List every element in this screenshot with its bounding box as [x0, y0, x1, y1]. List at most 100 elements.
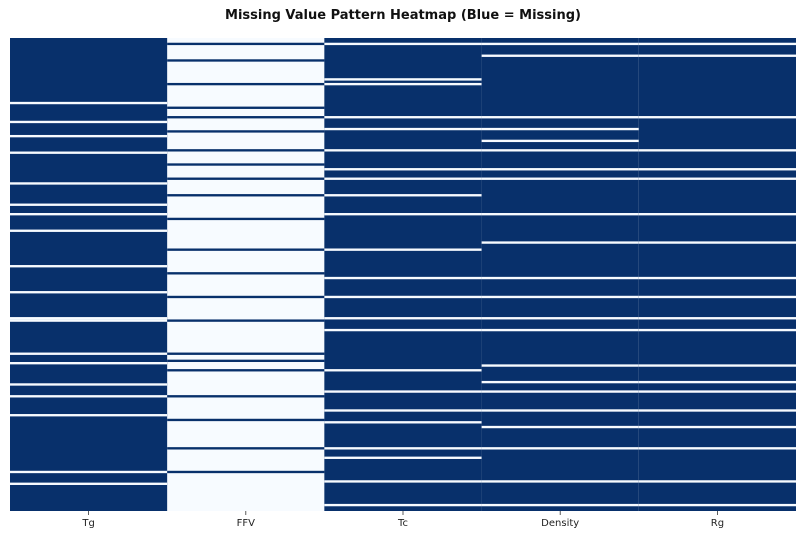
heatmap-column-rg	[638, 38, 796, 511]
heatmap-present-cells	[324, 78, 482, 81]
heatmap-present-cells	[10, 151, 168, 154]
heatmap-present-cells	[481, 276, 639, 280]
heatmap-present-cells	[10, 362, 168, 365]
heatmap-present-cells	[324, 456, 482, 459]
heatmap-present-cells	[638, 425, 796, 429]
heatmap-present-cells	[638, 42, 796, 46]
heatmap-cells	[10, 38, 796, 511]
heatmap-present-cells	[481, 54, 639, 57]
heatmap-present-cells	[638, 380, 796, 384]
heatmap-present-cells	[10, 134, 168, 138]
x-tick-label: Tc	[397, 518, 408, 529]
heatmap-present-cells	[638, 213, 796, 216]
heatmap-present-cells	[638, 447, 796, 450]
heatmap-present-cells	[324, 168, 482, 171]
heatmap-present-cells	[167, 196, 325, 218]
heatmap-column-tc	[324, 38, 482, 511]
heatmap-present-cells	[481, 149, 639, 152]
x-axis-ticks: Tg FFV Tc Density Rg	[81, 511, 724, 529]
heatmap-present-cells	[481, 390, 639, 393]
heatmap-present-cells	[167, 298, 325, 320]
x-tick-label: Tg	[81, 518, 94, 529]
heatmap-present-cells	[167, 371, 325, 396]
heatmap-column-density	[481, 38, 639, 511]
heatmap-present-cells	[10, 203, 168, 206]
chart-title: Missing Value Pattern Heatmap (Blue = Mi…	[225, 8, 581, 23]
heatmap-present-cells	[481, 168, 639, 171]
heatmap-present-cells	[481, 127, 639, 131]
heatmap-present-cells	[167, 45, 325, 60]
heatmap-present-cells	[481, 380, 639, 384]
heatmap-present-cells	[638, 409, 796, 412]
heatmap-present-cells	[638, 276, 796, 280]
heatmap-present-cells	[481, 177, 639, 180]
heatmap-present-cells	[481, 409, 639, 412]
heatmap-present-cells	[167, 108, 325, 117]
heatmap-present-cells	[167, 179, 325, 195]
heatmap-present-cells	[638, 480, 796, 483]
heatmap-present-cells	[10, 291, 168, 294]
heatmap-present-cells	[638, 390, 796, 393]
heatmap-present-cells	[167, 354, 325, 360]
heatmap-present-cells	[167, 165, 325, 178]
heatmap-present-cells	[324, 503, 482, 507]
heatmap-present-cells	[324, 421, 482, 424]
heatmap-present-cells	[167, 397, 325, 419]
heatmap-present-cells	[324, 328, 482, 332]
heatmap-present-cells	[638, 295, 796, 299]
heatmap-present-cells	[638, 328, 796, 332]
heatmap-present-cells	[324, 194, 482, 197]
heatmap-present-cells	[324, 409, 482, 412]
heatmap-present-cells	[324, 369, 482, 372]
heatmap-present-cells	[167, 362, 325, 370]
heatmap-present-cells	[10, 352, 168, 355]
heatmap-present-cells	[167, 151, 325, 164]
heatmap-present-cells	[638, 317, 796, 320]
heatmap-present-cells	[324, 317, 482, 320]
heatmap-present-cells	[481, 139, 639, 143]
heatmap-present-cells	[481, 295, 639, 299]
heatmap-present-cells	[167, 421, 325, 448]
heatmap-present-cells	[167, 274, 325, 296]
heatmap-present-cells	[638, 503, 796, 507]
heatmap-present-cells	[167, 321, 325, 353]
heatmap-present-cells	[638, 241, 796, 244]
heatmap-present-cells	[324, 295, 482, 299]
heatmap-present-cells	[481, 447, 639, 450]
heatmap-present-cells	[10, 383, 168, 386]
heatmap-present-cells	[481, 425, 639, 429]
heatmap-present-cells	[638, 149, 796, 152]
heatmap-present-cells	[10, 265, 168, 268]
heatmap-present-cells	[10, 395, 168, 398]
heatmap-present-cells	[167, 38, 325, 43]
heatmap-present-cells	[324, 42, 482, 46]
heatmap-present-cells	[324, 149, 482, 152]
heatmap-present-cells	[481, 317, 639, 320]
heatmap-present-cells	[324, 82, 482, 86]
heatmap-present-cells	[324, 276, 482, 280]
heatmap-present-cells	[481, 116, 639, 119]
heatmap-present-cells	[167, 132, 325, 150]
heatmap-present-cells	[481, 328, 639, 332]
heatmap-present-cells	[10, 182, 168, 185]
heatmap-present-cells	[481, 480, 639, 483]
heatmap-present-cells	[10, 482, 168, 485]
heatmap-present-cells	[10, 229, 168, 232]
heatmap-present-cells	[167, 61, 325, 83]
heatmap-present-cells	[324, 480, 482, 483]
heatmap-column-tg	[10, 38, 168, 511]
heatmap-present-cells	[638, 168, 796, 171]
heatmap-present-cells	[10, 213, 168, 216]
heatmap-present-cells	[167, 118, 325, 131]
heatmap-present-cells	[324, 127, 482, 131]
heatmap-present-cells	[10, 470, 168, 474]
heatmap-present-cells	[167, 250, 325, 273]
heatmap-present-cells	[638, 177, 796, 180]
heatmap-present-cells	[10, 414, 168, 417]
heatmap-present-cells	[10, 101, 168, 105]
heatmap-present-cells	[324, 248, 482, 251]
heatmap-present-cells	[10, 319, 168, 322]
heatmap-present-cells	[638, 54, 796, 57]
heatmap-present-cells	[167, 473, 325, 511]
x-tick-label: FFV	[237, 518, 256, 529]
